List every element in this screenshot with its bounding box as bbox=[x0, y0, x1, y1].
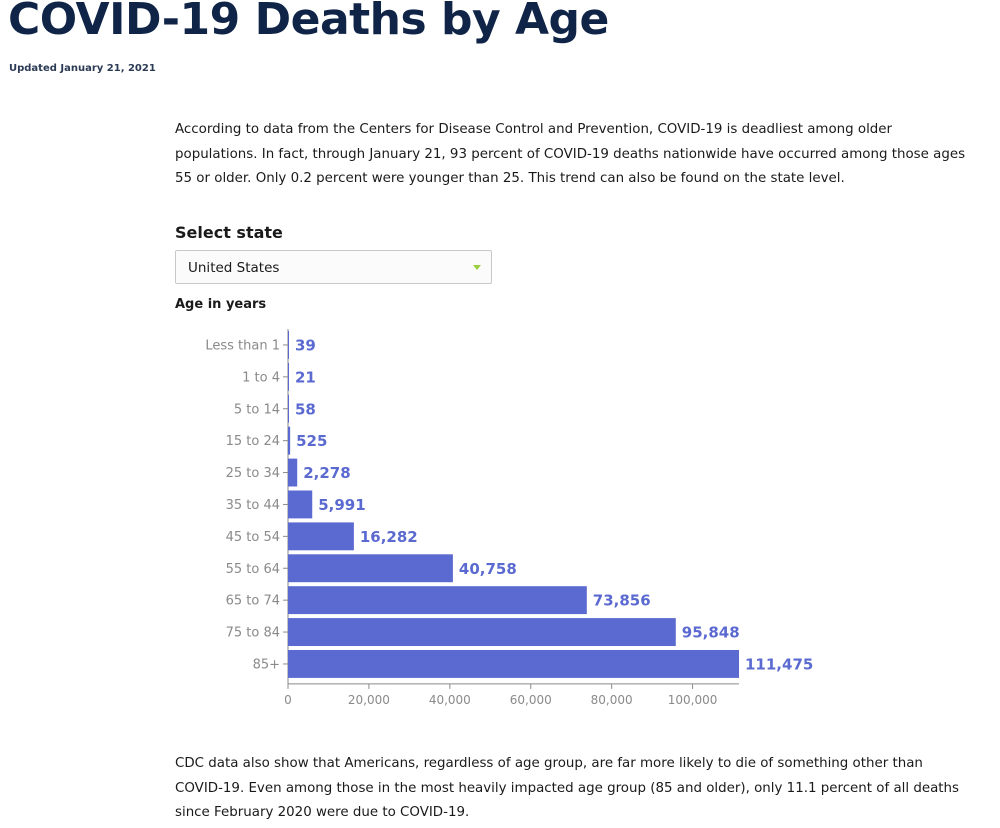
select-state-label: Select state bbox=[175, 223, 283, 242]
category-label: 15 to 24 bbox=[226, 434, 280, 449]
bar bbox=[288, 362, 289, 391]
category-label: 75 to 84 bbox=[226, 626, 280, 641]
data-label: 40,758 bbox=[459, 560, 517, 578]
category-label: 1 to 4 bbox=[242, 370, 280, 385]
bar bbox=[288, 554, 453, 583]
category-label: 85+ bbox=[253, 657, 280, 672]
axis-title: Age in years bbox=[175, 297, 267, 312]
data-label: 2,278 bbox=[303, 464, 350, 482]
data-label: 39 bbox=[295, 336, 316, 354]
x-tick-label: 80,000 bbox=[591, 693, 633, 707]
data-label: 16,282 bbox=[360, 528, 418, 546]
chevron-down-icon bbox=[473, 265, 481, 270]
category-label: 35 to 44 bbox=[226, 498, 280, 513]
data-label: 111,475 bbox=[745, 655, 813, 673]
bar bbox=[288, 586, 587, 615]
data-label: 58 bbox=[295, 400, 316, 418]
x-tick-label: 100,000 bbox=[668, 693, 718, 707]
bar bbox=[288, 426, 291, 455]
data-label: 525 bbox=[296, 432, 327, 450]
x-tick-label: 40,000 bbox=[429, 693, 471, 707]
data-label: 5,991 bbox=[318, 496, 365, 514]
bar bbox=[288, 331, 289, 359]
bar bbox=[288, 394, 289, 423]
x-tick-label: 0 bbox=[284, 693, 292, 707]
data-label: 21 bbox=[295, 368, 316, 386]
bar bbox=[288, 618, 676, 646]
x-tick-label: 60,000 bbox=[510, 693, 552, 707]
category-label: 25 to 34 bbox=[226, 466, 280, 481]
age-deaths-bar-chart: Less than 1 39 1 to 4 21 5 to 14 58 15 to 24 52… bbox=[205, 329, 813, 707]
updated-date: Updated January 21, 2021 bbox=[9, 63, 156, 74]
bar bbox=[288, 458, 298, 487]
bar bbox=[288, 522, 354, 551]
outro-paragraph: CDC data also show that Americans, regar… bbox=[175, 756, 960, 821]
page-title: COVID-19 Deaths by Age bbox=[8, 0, 609, 45]
data-label: 95,848 bbox=[682, 624, 740, 642]
category-label: 5 to 14 bbox=[234, 402, 280, 417]
bar bbox=[288, 490, 313, 519]
bar bbox=[288, 650, 739, 678]
category-label: 65 to 74 bbox=[226, 594, 280, 609]
data-label: 73,856 bbox=[593, 592, 651, 610]
category-label: Less than 1 bbox=[205, 338, 280, 353]
intro-paragraph: According to data from the Centers for D… bbox=[175, 122, 966, 187]
category-label: 55 to 64 bbox=[226, 562, 280, 577]
state-select[interactable]: United States bbox=[175, 250, 492, 284]
category-label: 45 to 54 bbox=[226, 530, 280, 545]
state-select-value: United States bbox=[188, 260, 280, 276]
x-tick-label: 20,000 bbox=[348, 693, 390, 707]
